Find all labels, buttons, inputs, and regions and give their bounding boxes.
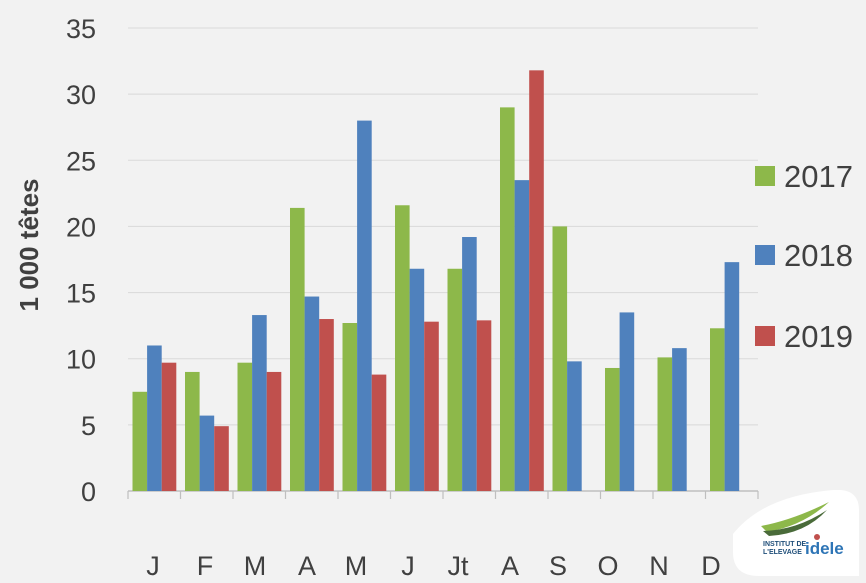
x-tick-label: O — [597, 551, 618, 581]
bar-2017 — [710, 328, 725, 491]
bar-2017 — [657, 357, 673, 491]
idele-logo-icon: INSTITUT DE L'ELEVAGE idele — [733, 489, 859, 576]
bar-2018 — [357, 120, 372, 491]
bar-2017 — [290, 207, 305, 491]
legend-swatch-2019 — [755, 326, 775, 346]
bars — [132, 70, 740, 492]
y-tick-label: 25 — [66, 146, 96, 176]
bar-2018 — [462, 237, 477, 491]
logo-text-big: idele — [805, 539, 844, 558]
legend-label-2017: 2017 — [784, 159, 853, 194]
bar-2017 — [605, 367, 620, 491]
bar-2018 — [514, 180, 530, 491]
y-tick-label: 10 — [66, 345, 96, 375]
bar-2019 — [371, 374, 387, 491]
x-tick-label: J — [401, 551, 415, 581]
legend-swatch-2018 — [755, 245, 775, 265]
bar-2018 — [147, 345, 162, 491]
bar-2018 — [199, 415, 215, 491]
bar-2019 — [266, 371, 282, 491]
y-tick-label: 15 — [66, 279, 96, 309]
legend-label-2018: 2018 — [784, 238, 853, 273]
x-tick-label: N — [649, 551, 669, 581]
y-tick-label: 35 — [66, 14, 96, 44]
bar-2018 — [619, 312, 635, 491]
logo-text-small-2: L'ELEVAGE — [763, 549, 802, 556]
gridlines — [127, 27, 759, 499]
x-tick-label: F — [197, 551, 214, 581]
bar-2019 — [161, 362, 177, 491]
y-tick-label: 0 — [81, 477, 96, 507]
x-tick-label: M — [345, 551, 368, 581]
x-axis-ticks: J F M A M J Jt A S O N D — [146, 551, 721, 581]
bar-2017 — [552, 226, 568, 491]
x-tick-label: D — [701, 551, 721, 581]
bar-2018 — [304, 296, 320, 491]
bar-2018 — [252, 315, 267, 491]
y-axis-label: 1 000 têtes — [14, 179, 44, 312]
bar-2017 — [342, 322, 358, 491]
bar-2018 — [724, 262, 740, 491]
legend: 2017 2018 2019 — [755, 159, 853, 354]
y-tick-label: 30 — [66, 80, 96, 110]
x-tick-label: Jt — [447, 551, 469, 581]
y-tick-label: 20 — [66, 212, 96, 242]
idele-logo: INSTITUT DE L'ELEVAGE idele — [733, 489, 859, 576]
bar-2017 — [500, 107, 515, 491]
bar-2019 — [319, 319, 334, 491]
bar-2017 — [185, 371, 200, 491]
bar-2019 — [529, 70, 544, 492]
legend-swatch-2017 — [755, 166, 775, 186]
bar-2019 — [424, 321, 439, 491]
logo-text-small-1: INSTITUT DE — [763, 541, 806, 548]
bar-2018 — [672, 348, 687, 491]
bar-2017 — [447, 268, 463, 491]
bar-2018 — [409, 268, 425, 491]
bar-2017 — [132, 391, 148, 491]
bar-2017 — [237, 362, 253, 491]
bar-2017 — [395, 205, 410, 491]
legend-label-2019: 2019 — [784, 319, 853, 354]
y-tick-label: 5 — [81, 411, 96, 441]
x-tick-label: A — [298, 551, 316, 581]
y-axis-ticks: 0 5 10 15 20 25 30 35 — [66, 14, 96, 507]
x-tick-label: M — [244, 551, 267, 581]
bar-2019 — [476, 320, 492, 491]
bar-2019 — [214, 426, 229, 491]
bar-2018 — [567, 361, 582, 491]
x-tick-label: A — [501, 551, 519, 581]
x-tick-label: S — [549, 551, 567, 581]
x-tick-label: J — [146, 551, 160, 581]
